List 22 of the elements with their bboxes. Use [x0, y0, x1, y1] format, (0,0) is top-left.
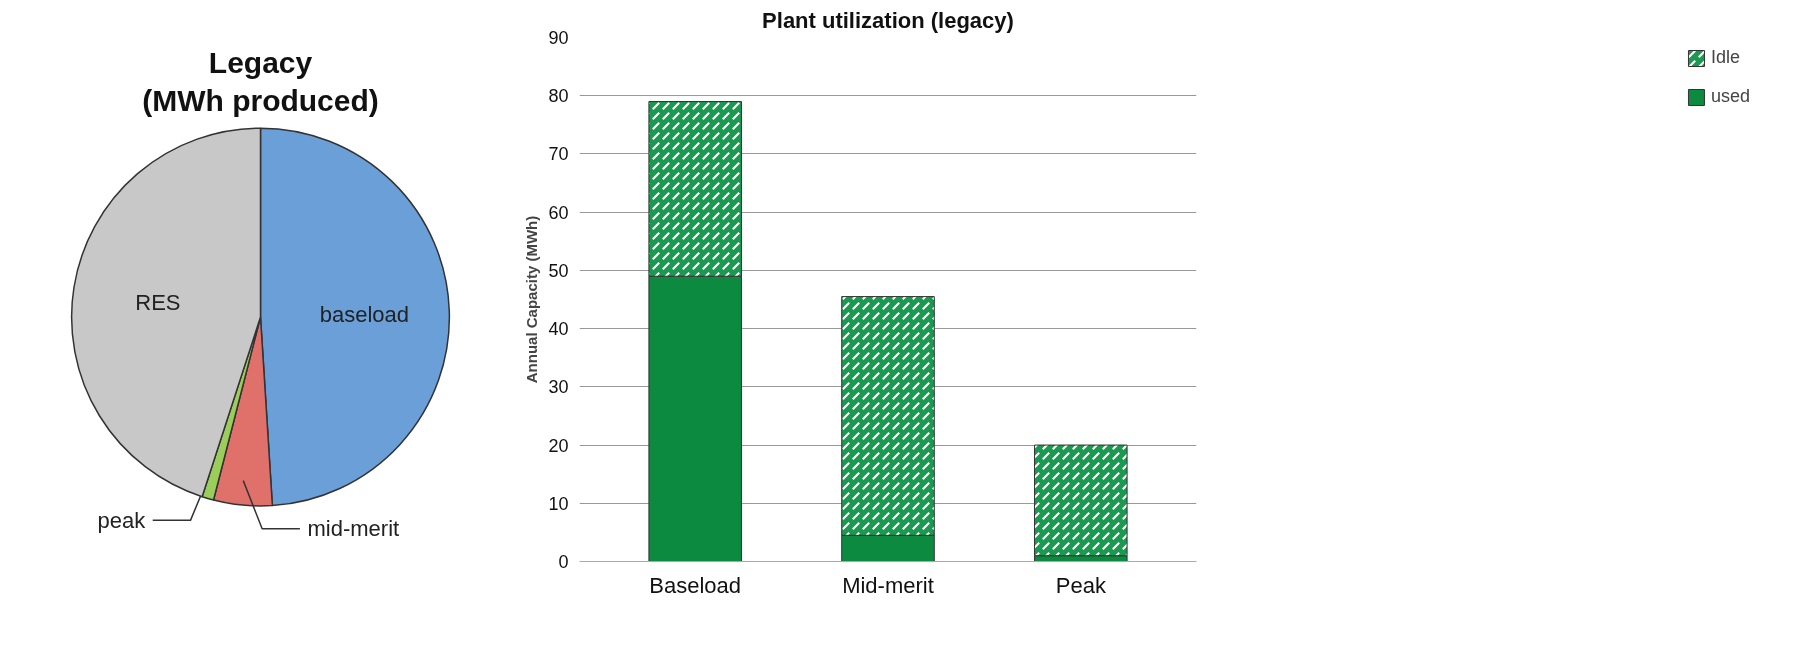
- x-tick-label: Baseload: [649, 572, 742, 598]
- y-axis-title: Annual Capacity (MWh): [523, 215, 541, 384]
- y-tick-label: 80: [548, 86, 569, 107]
- y-tick-label: 30: [548, 377, 569, 398]
- slice-label: RES: [135, 289, 181, 315]
- y-tick-label: 90: [548, 28, 569, 48]
- slice-label: mid-merit: [307, 516, 400, 542]
- y-tick-label: 60: [548, 202, 569, 223]
- y-tick-label: 0: [558, 552, 569, 572]
- y-tick-label: 50: [548, 260, 569, 281]
- y-tick-label: 10: [548, 493, 569, 514]
- chart-title: Legacy (MWh produced): [142, 46, 379, 117]
- y-tick-label: 40: [548, 319, 569, 340]
- slice-label: baseload: [319, 301, 409, 327]
- y-tick-label: 70: [548, 144, 569, 165]
- slice-label: peak: [97, 507, 147, 533]
- x-tick-label: Mid-merit: [842, 572, 934, 598]
- legend-label: Idle: [1710, 47, 1740, 68]
- x-tick-label: Peak: [1055, 572, 1107, 598]
- legend-label: used: [1710, 86, 1750, 107]
- chart-title: Plant utilization (legacy): [762, 7, 1014, 33]
- y-tick-label: 20: [548, 435, 569, 456]
